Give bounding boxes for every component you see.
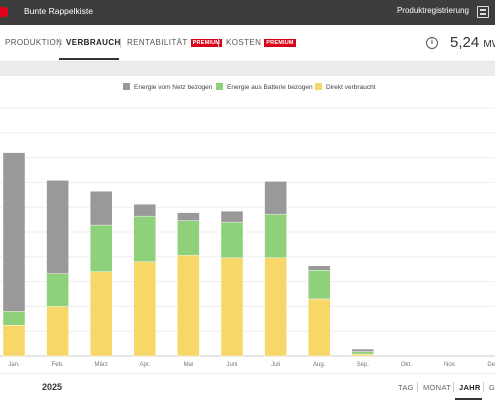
bar-segment-energie-aus-batterie-bezogen[interactable] [308,269,331,300]
x-tick-label: Apr. [139,362,150,368]
active-tab-indicator [59,58,119,60]
x-tick-label: Dez. [487,362,495,368]
bar-segment-energie-vom-netz-bezogen[interactable] [177,212,200,221]
legend-label: Energie aus Batterie bezogen [227,84,313,91]
period-divider [483,382,484,392]
legend-label: Direkt verbraucht [326,84,376,91]
x-tick-label: Sep. [357,362,370,368]
x-tick-label: Aug. [313,362,326,368]
tab-rentabilitaet[interactable]: RENTABILITÄT PREMIUM [127,38,223,47]
bar-segment-energie-vom-netz-bezogen[interactable] [220,210,244,223]
legend-swatch [123,83,130,90]
tab-bar: PRODUKTION VERBRAUCH RENTABILITÄT PREMIUM… [0,25,495,62]
x-tick-label: März [95,362,108,368]
tab-kosten[interactable]: KOSTEN PREMIUM [226,38,296,47]
bottom-bar: 2025 TAG MONAT JAHR G [0,373,495,401]
tab-divider [218,38,219,48]
bar-segment-direkt-verbraucht[interactable] [46,306,69,357]
legend-item-grid[interactable]: Energie vom Netz bezogen [123,83,212,91]
x-tick-label: Feb. [52,362,64,368]
active-period-indicator [455,398,482,400]
top-bar: Bunte Rappelkiste Produktregistrierung [0,0,495,25]
total-consumption: 5,24 MW [450,34,495,51]
tab-label: RENTABILITÄT [127,38,188,47]
bar-segment-energie-aus-batterie-bezogen[interactable] [89,224,113,272]
x-tick-label: Mai [184,362,194,368]
bar-segment-direkt-verbraucht[interactable] [220,257,244,357]
year-label: 2025 [42,382,63,392]
x-tick-label: Juli [271,362,280,368]
brand-logo [0,7,8,17]
app-title: Bunte Rappelkiste [24,6,93,16]
bar-segment-energie-aus-batterie-bezogen[interactable] [133,215,157,262]
premium-badge: PREMIUM [264,39,296,47]
tab-produktion[interactable]: PRODUKTION [5,38,62,47]
bar-segment-direkt-verbraucht[interactable] [351,353,374,357]
bar-segment-energie-aus-batterie-bezogen[interactable] [264,213,287,258]
period-monat[interactable]: MONAT [423,383,452,392]
bar-segment-direkt-verbraucht[interactable] [264,257,287,357]
premium-badge: PREMIUM [190,39,223,47]
bar-segment-direkt-verbraucht[interactable] [177,255,200,357]
bar-segment-energie-aus-batterie-bezogen[interactable] [351,351,374,355]
bar-segment-energie-vom-netz-bezogen[interactable] [264,181,287,215]
header-band [0,62,495,76]
total-value: 5,24 [450,34,480,51]
legend-item-direct[interactable]: Direkt verbraucht [315,83,376,91]
period-jahr[interactable]: JAHR [459,383,481,392]
period-divider [417,382,418,392]
bar-segment-direkt-verbraucht[interactable] [89,271,113,357]
consumption-chart: Jan. Feb. März Apr. Mai Juni Juli Aug. Sep. Okt. N… [0,107,495,368]
tab-label: VERBRAUCH [66,38,121,47]
bar-segment-direkt-verbraucht[interactable] [308,298,331,357]
bar-segment-energie-vom-netz-bezogen[interactable] [46,180,69,274]
x-tick-label: Jan. [8,362,20,368]
bar-segment-energie-vom-netz-bezogen[interactable] [308,265,331,271]
period-divider [453,382,454,392]
product-registration-link[interactable]: Produktregistrierung [396,6,469,15]
bar-segment-energie-vom-netz-bezogen[interactable] [2,152,26,312]
x-tick-label: Juni [226,362,237,368]
bar-segment-direkt-verbraucht[interactable] [2,325,26,357]
bar-segment-direkt-verbraucht[interactable] [133,261,157,357]
total-unit: MW [483,39,495,50]
tab-divider [120,38,121,48]
tab-divider [59,38,60,48]
bar-segment-energie-vom-netz-bezogen[interactable] [133,204,157,217]
tab-verbrauch[interactable]: VERBRAUCH [66,38,121,47]
chart-legend: Energie vom Netz bezogen Energie aus Bat… [0,83,495,95]
x-tick-label: Nov. [444,362,456,368]
tab-label: KOSTEN [226,38,262,47]
legend-swatch [216,83,223,90]
bar-segment-energie-aus-batterie-bezogen[interactable] [220,221,244,258]
legend-label: Energie vom Netz bezogen [134,84,213,91]
bar-segment-energie-aus-batterie-bezogen[interactable] [2,311,26,326]
info-icon[interactable]: i [426,37,438,49]
legend-swatch [315,83,322,90]
bar-segment-energie-aus-batterie-bezogen[interactable] [46,273,69,307]
period-gesamt[interactable]: G [489,383,495,392]
x-tick-label: Okt. [401,362,412,368]
registration-icon[interactable] [477,6,489,18]
bar-segment-energie-vom-netz-bezogen[interactable] [351,348,374,352]
period-tag[interactable]: TAG [398,383,414,392]
legend-item-battery[interactable]: Energie aus Batterie bezogen [216,83,313,91]
bar-segment-energie-vom-netz-bezogen[interactable] [89,191,113,226]
bar-segment-energie-aus-batterie-bezogen[interactable] [177,220,200,256]
tab-label: PRODUKTION [5,38,63,47]
